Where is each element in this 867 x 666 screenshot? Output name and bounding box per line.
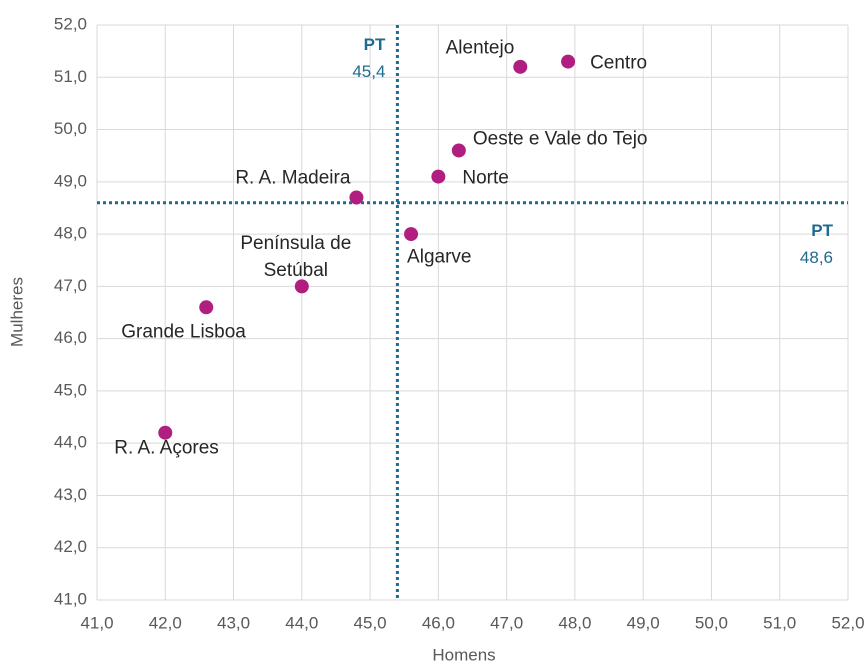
- point-label: Península de Setúbal: [240, 233, 352, 282]
- y-tick-label: 52,0: [54, 14, 87, 33]
- y-tick-label: 44,0: [54, 433, 87, 452]
- reference-value: 48,6: [799, 247, 833, 267]
- point: [431, 169, 446, 184]
- point: [561, 54, 576, 69]
- point: [294, 279, 309, 294]
- point-label: Grande Lisboa: [121, 321, 246, 343]
- point: [451, 143, 466, 158]
- x-tick-label: 50,0: [695, 613, 728, 632]
- x-tick-label: 41,0: [80, 613, 113, 632]
- point-label: Centro: [590, 52, 648, 74]
- x-tick-label: 51,0: [763, 613, 796, 632]
- y-tick-label: 41,0: [54, 589, 87, 608]
- point: [513, 59, 528, 74]
- point-label: Algarve: [407, 246, 472, 268]
- reference-value: 45,4: [352, 62, 386, 81]
- y-tick-label: 49,0: [54, 171, 87, 190]
- x-tick-label: 49,0: [627, 613, 660, 632]
- point: [158, 425, 173, 440]
- point-label: Norte: [462, 167, 509, 189]
- point-label: R. A. Madeira: [235, 167, 351, 188]
- y-tick-label: 51,0: [54, 67, 87, 86]
- y-tick-label: 42,0: [54, 537, 87, 556]
- x-tick-label: 47,0: [490, 613, 523, 632]
- reference-name: PT: [363, 35, 386, 54]
- x-axis-title: Homens: [432, 645, 495, 664]
- point: [199, 300, 214, 315]
- point-label: Alentejo: [445, 37, 515, 59]
- x-tick-label: 43,0: [217, 613, 250, 632]
- y-tick-label: 43,0: [54, 485, 87, 504]
- x-tick-label: 48,0: [558, 613, 591, 632]
- point-label: R. A. Açores: [114, 437, 219, 459]
- y-tick-label: 46,0: [54, 328, 87, 347]
- point: [404, 227, 419, 242]
- reference-name: PT: [811, 220, 833, 240]
- point-label: Oeste e Vale do Tejo: [472, 128, 648, 150]
- y-tick-label: 50,0: [54, 119, 87, 138]
- x-tick-label: 46,0: [422, 613, 455, 632]
- x-tick-label: 44,0: [285, 613, 318, 632]
- y-tick-label: 47,0: [54, 276, 87, 295]
- y-tick-label: 45,0: [54, 380, 87, 399]
- y-axis-title: Mulheres: [7, 277, 26, 347]
- x-tick-label: 45,0: [354, 613, 387, 632]
- point: [349, 190, 364, 205]
- y-tick-label: 48,0: [54, 224, 87, 243]
- x-tick-label: 52,0: [831, 613, 864, 632]
- x-tick-label: 42,0: [149, 613, 182, 632]
